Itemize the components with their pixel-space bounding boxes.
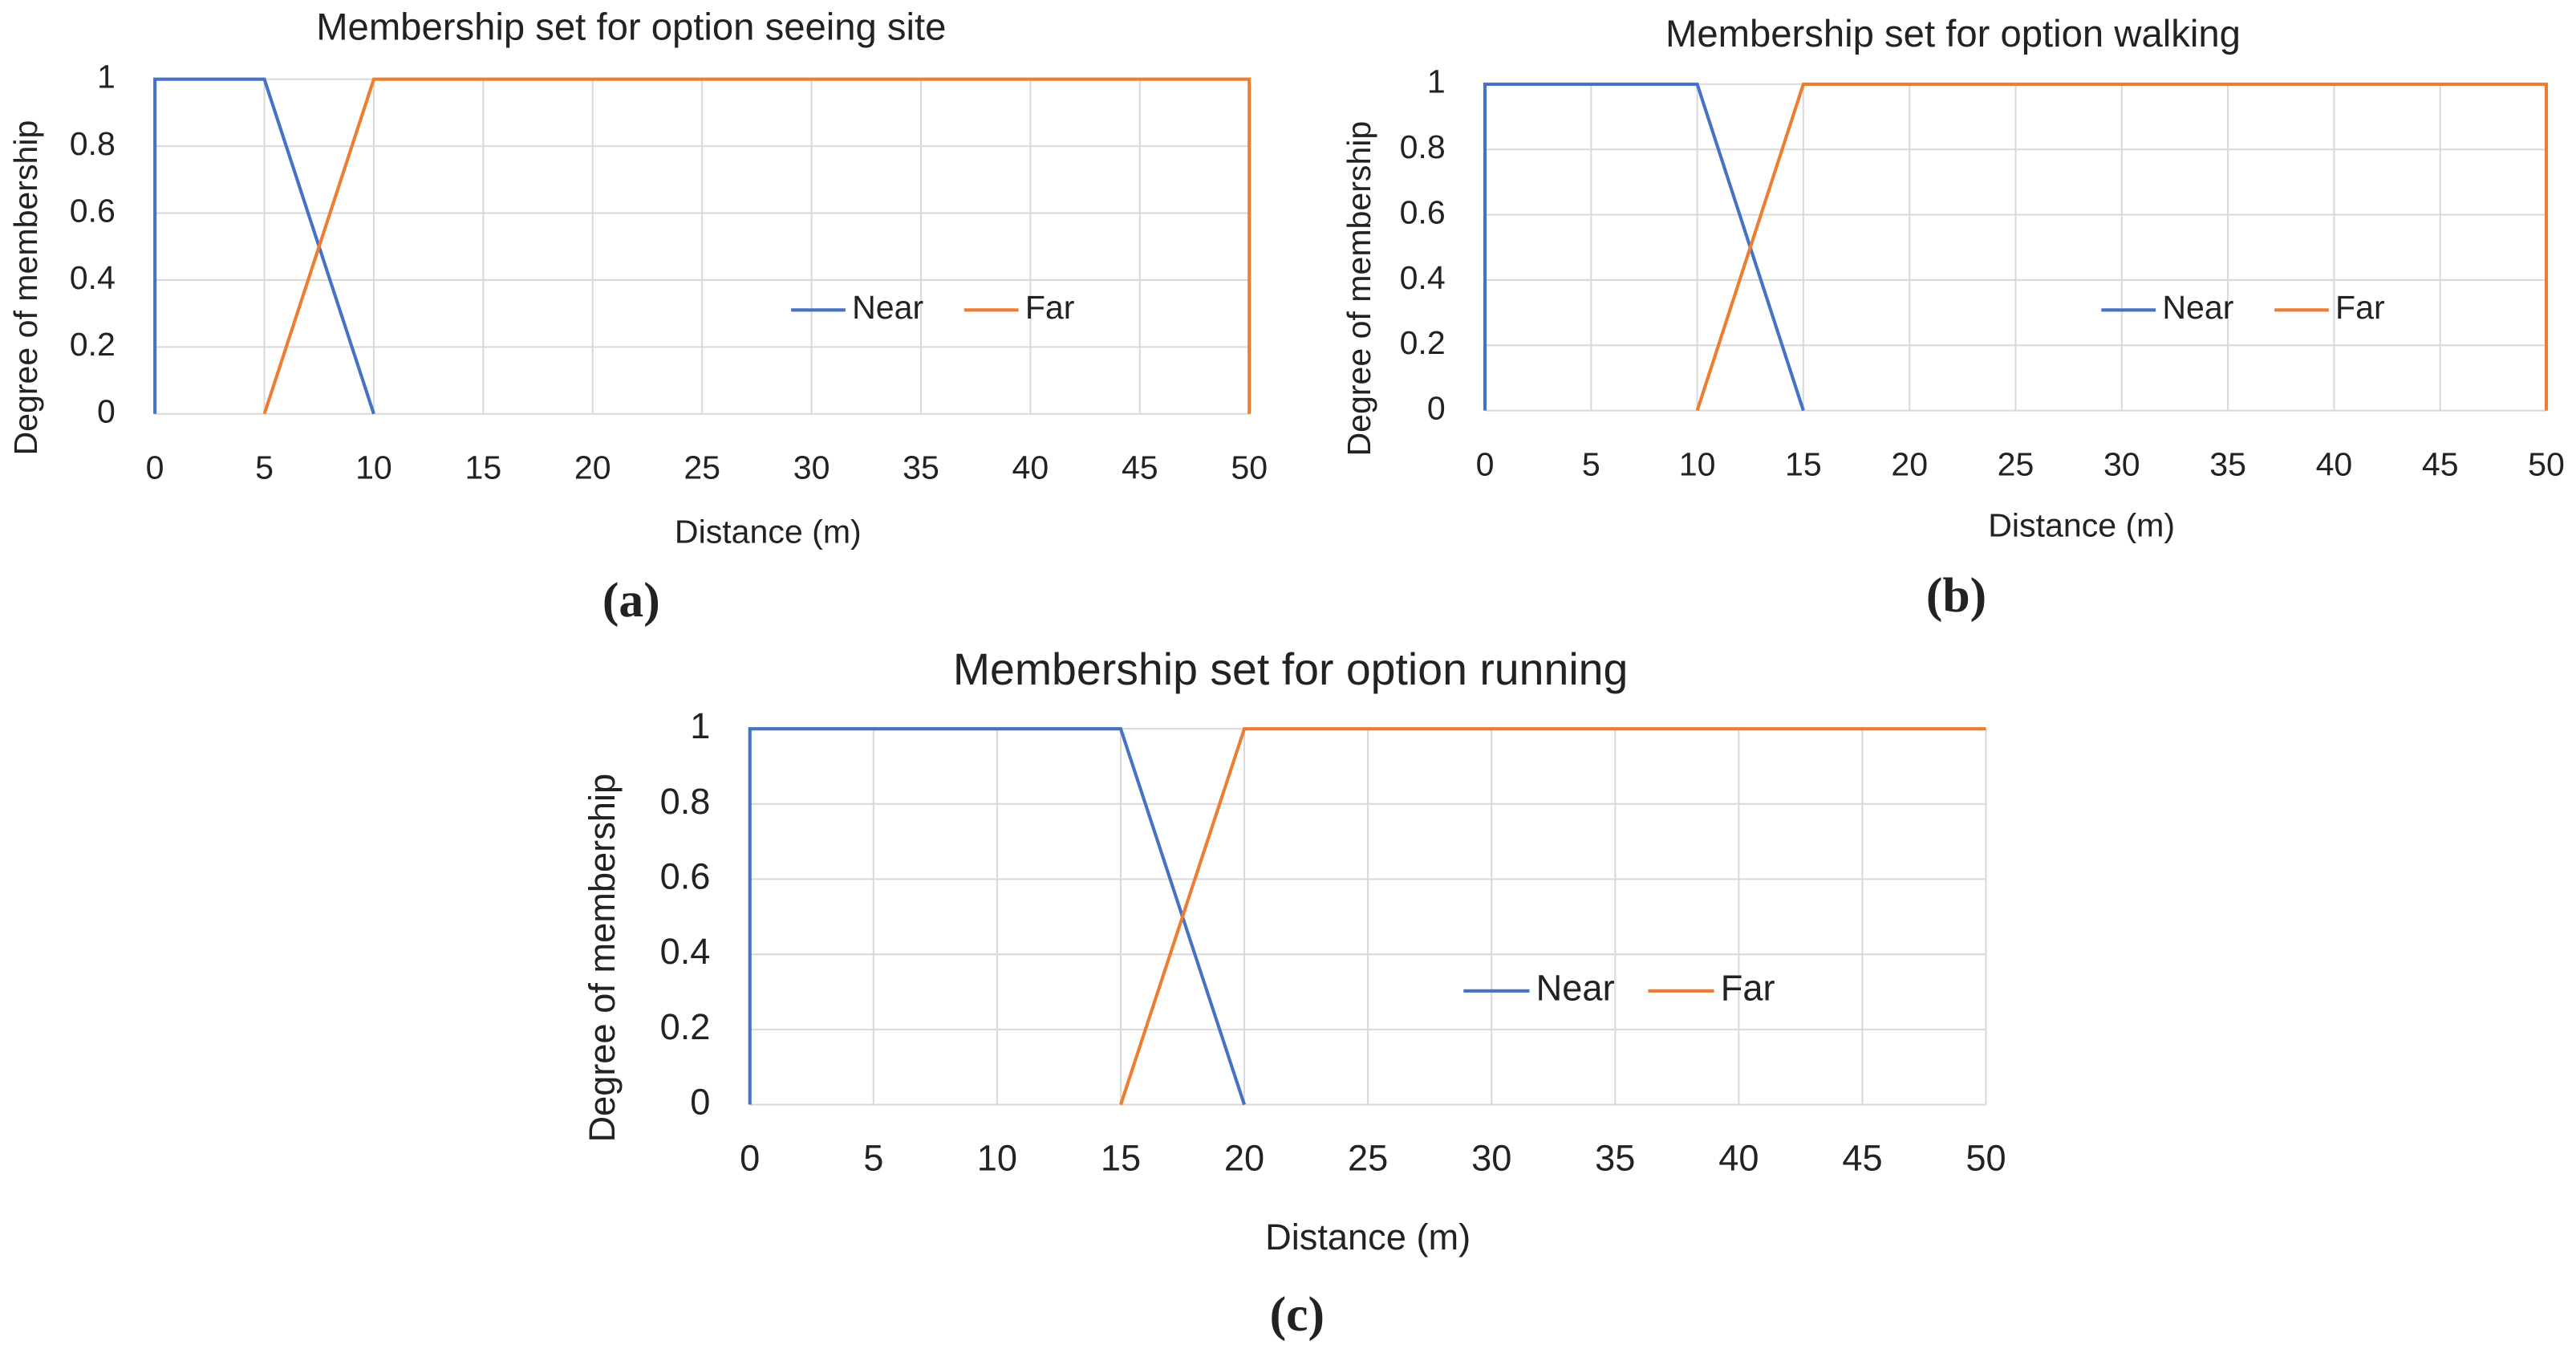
- x-tick-label: 10: [355, 449, 392, 486]
- x-tick-label: 25: [1998, 445, 2034, 482]
- legend-label: Far: [1721, 968, 1775, 1009]
- y-axis-label: Degree of membership: [1341, 121, 1377, 457]
- x-tick-label: 20: [1891, 445, 1928, 482]
- y-tick-label: 0: [690, 1081, 710, 1122]
- x-tick-label: 50: [1231, 449, 1268, 486]
- x-tick-label: 20: [574, 449, 611, 486]
- x-axis-label: Distance (m): [1988, 506, 2175, 543]
- caption: (a): [602, 573, 660, 628]
- x-tick-label: 5: [1582, 445, 1600, 482]
- x-tick-label: 5: [255, 449, 274, 486]
- x-tick-label: 20: [1224, 1137, 1264, 1178]
- y-tick-label: 1: [1427, 63, 1446, 100]
- x-tick-label: 25: [1348, 1137, 1388, 1178]
- x-tick-label: 30: [2103, 445, 2140, 482]
- legend-label: Far: [1025, 289, 1075, 326]
- y-tick-label: 0: [1427, 390, 1446, 427]
- y-tick-label: 0.6: [70, 192, 116, 229]
- x-tick-label: 40: [2316, 445, 2353, 482]
- x-tick-label: 15: [1101, 1137, 1141, 1178]
- x-tick-label: 10: [977, 1137, 1017, 1178]
- y-tick-label: 0.8: [70, 125, 116, 162]
- x-tick-label: 0: [146, 449, 164, 486]
- y-axis-label: Degree of membership: [582, 774, 623, 1143]
- y-tick-label: 0.2: [70, 326, 116, 363]
- chart-title: Membership set for option seeing site: [316, 6, 946, 49]
- y-tick-label: 0: [97, 393, 116, 430]
- legend-label: Near: [2162, 289, 2233, 326]
- x-axis-label: Distance (m): [675, 514, 862, 551]
- x-tick-label: 45: [1842, 1137, 1882, 1178]
- y-axis-label: Degree of membership: [7, 120, 44, 456]
- x-tick-label: 0: [1476, 445, 1495, 482]
- y-tick-label: 0.2: [660, 1006, 711, 1047]
- y-tick-label: 0.4: [70, 259, 116, 296]
- x-tick-label: 30: [1471, 1137, 1511, 1178]
- y-tick-label: 0.2: [1400, 324, 1446, 361]
- chart-title: Membership set for option walking: [1665, 13, 2241, 55]
- series-line: [1483, 82, 1805, 412]
- legend-label: Near: [1536, 968, 1615, 1009]
- series-line: [262, 77, 1251, 415]
- x-tick-label: 35: [2209, 445, 2246, 482]
- y-tick-label: 1: [690, 705, 710, 746]
- x-tick-label: 45: [1122, 449, 1158, 486]
- x-tick-label: 15: [464, 449, 501, 486]
- x-tick-label: 35: [1595, 1137, 1635, 1178]
- x-tick-label: 5: [863, 1137, 883, 1178]
- x-tick-label: 25: [684, 449, 720, 486]
- x-tick-label: 40: [1012, 449, 1049, 486]
- x-axis-label: Distance (m): [1265, 1217, 1471, 1257]
- y-tick-label: 0.4: [1400, 259, 1446, 296]
- y-tick-label: 0.4: [660, 931, 711, 972]
- caption: (c): [1270, 1287, 1325, 1342]
- x-tick-label: 30: [793, 449, 830, 486]
- x-tick-label: 35: [903, 449, 939, 486]
- chart-title: Membership set for option running: [953, 644, 1629, 694]
- x-tick-label: 45: [2422, 445, 2459, 482]
- y-tick-label: 0.6: [1400, 193, 1446, 230]
- series-line: [1695, 82, 2549, 412]
- caption: (b): [1926, 568, 1986, 623]
- legend-label: Far: [2335, 289, 2385, 326]
- legend-label: Near: [852, 289, 923, 326]
- x-tick-label: 40: [1718, 1137, 1759, 1178]
- x-tick-label: 50: [2528, 445, 2565, 482]
- x-tick-label: 10: [1679, 445, 1716, 482]
- x-tick-label: 50: [1965, 1137, 2006, 1178]
- x-tick-label: 15: [1785, 445, 1822, 482]
- y-tick-label: 0.6: [660, 855, 711, 896]
- y-tick-label: 1: [97, 59, 116, 95]
- y-tick-label: 0.8: [660, 781, 711, 822]
- x-tick-label: 0: [740, 1137, 760, 1178]
- series-line: [1119, 727, 1986, 1106]
- y-tick-label: 0.8: [1400, 128, 1446, 165]
